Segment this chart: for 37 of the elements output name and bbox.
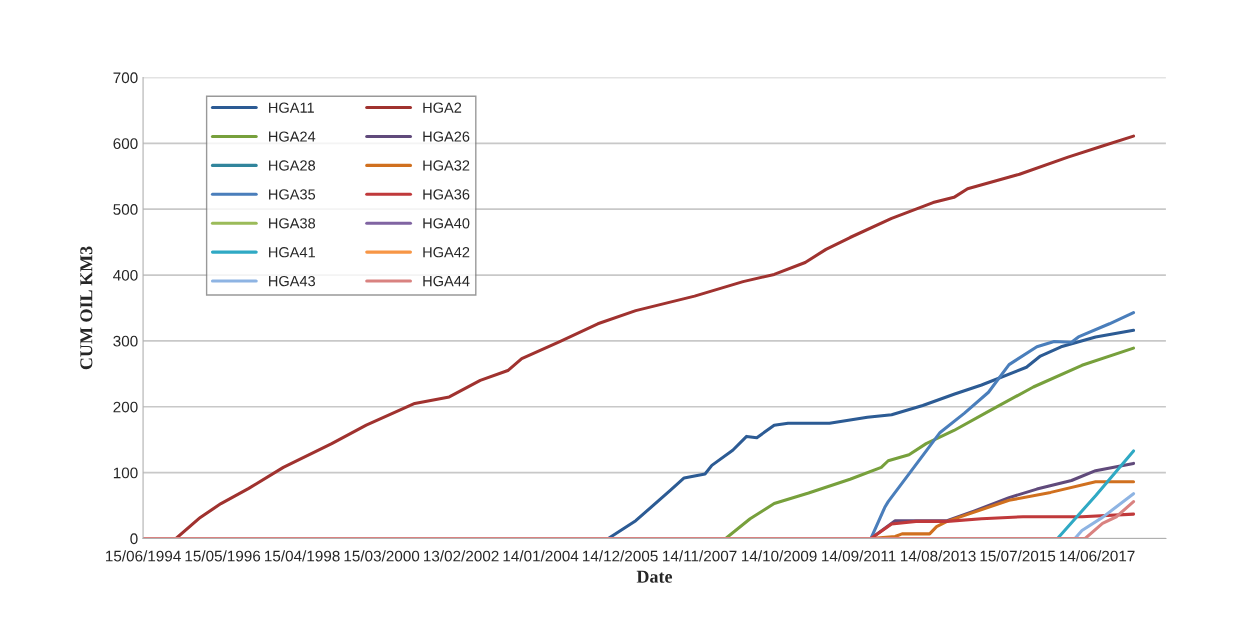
legend-label: HGA35 <box>269 189 316 200</box>
y-tick-label: 0 <box>130 533 138 545</box>
x-tick-label: 14/01/2004 <box>503 550 579 562</box>
x-tick-label: 14/09/2011 <box>822 550 896 562</box>
legend-label: HGA26 <box>423 131 470 142</box>
x-tick-label: 14/08/2013 <box>901 550 976 562</box>
y-tick-label: 700 <box>113 72 138 84</box>
x-tick-label: 14/10/2009 <box>742 550 817 562</box>
legend-label: HGA2 <box>423 102 462 113</box>
y-tick-label: 500 <box>113 204 138 215</box>
x-tick-label: 13/02/2002 <box>424 550 499 562</box>
legend-label: HGA36 <box>423 189 470 200</box>
legend-label: HGA38 <box>269 218 316 229</box>
x-tick-label: 15/03/2000 <box>344 550 420 562</box>
legend-label: HGA32 <box>423 160 470 171</box>
y-tick-label: 300 <box>113 335 138 347</box>
x-tick-label: 14/06/2017 <box>1060 550 1135 562</box>
legend-label: HGA42 <box>423 247 470 258</box>
legend-label: HGA44 <box>423 275 470 287</box>
y-tick-label: 600 <box>113 138 138 150</box>
x-tick-label: 14/12/2005 <box>583 550 658 562</box>
x-tick-label: 15/05/1996 <box>185 550 261 562</box>
x-tick-label: 15/06/1994 <box>106 550 181 562</box>
legend-label: HGA40 <box>423 218 470 229</box>
legend-label: HGA24 <box>269 131 316 142</box>
x-tick-label: 15/04/1998 <box>265 550 340 562</box>
y-tick-label: 100 <box>113 467 138 479</box>
x-tick-label: 15/07/2015 <box>980 550 1056 562</box>
x-axis-title: Date <box>636 570 673 583</box>
y-axis-title: CUM OIL KM3 <box>80 246 93 370</box>
legend-label: HGA43 <box>269 275 316 287</box>
y-tick-label: 400 <box>113 269 138 281</box>
x-tick-label: 14/11/2007 <box>663 550 737 562</box>
legend-label: HGA11 <box>269 102 314 113</box>
legend-label: HGA41 <box>269 247 315 258</box>
y-tick-label: 200 <box>113 401 138 413</box>
legend-label: HGA28 <box>269 160 316 171</box>
